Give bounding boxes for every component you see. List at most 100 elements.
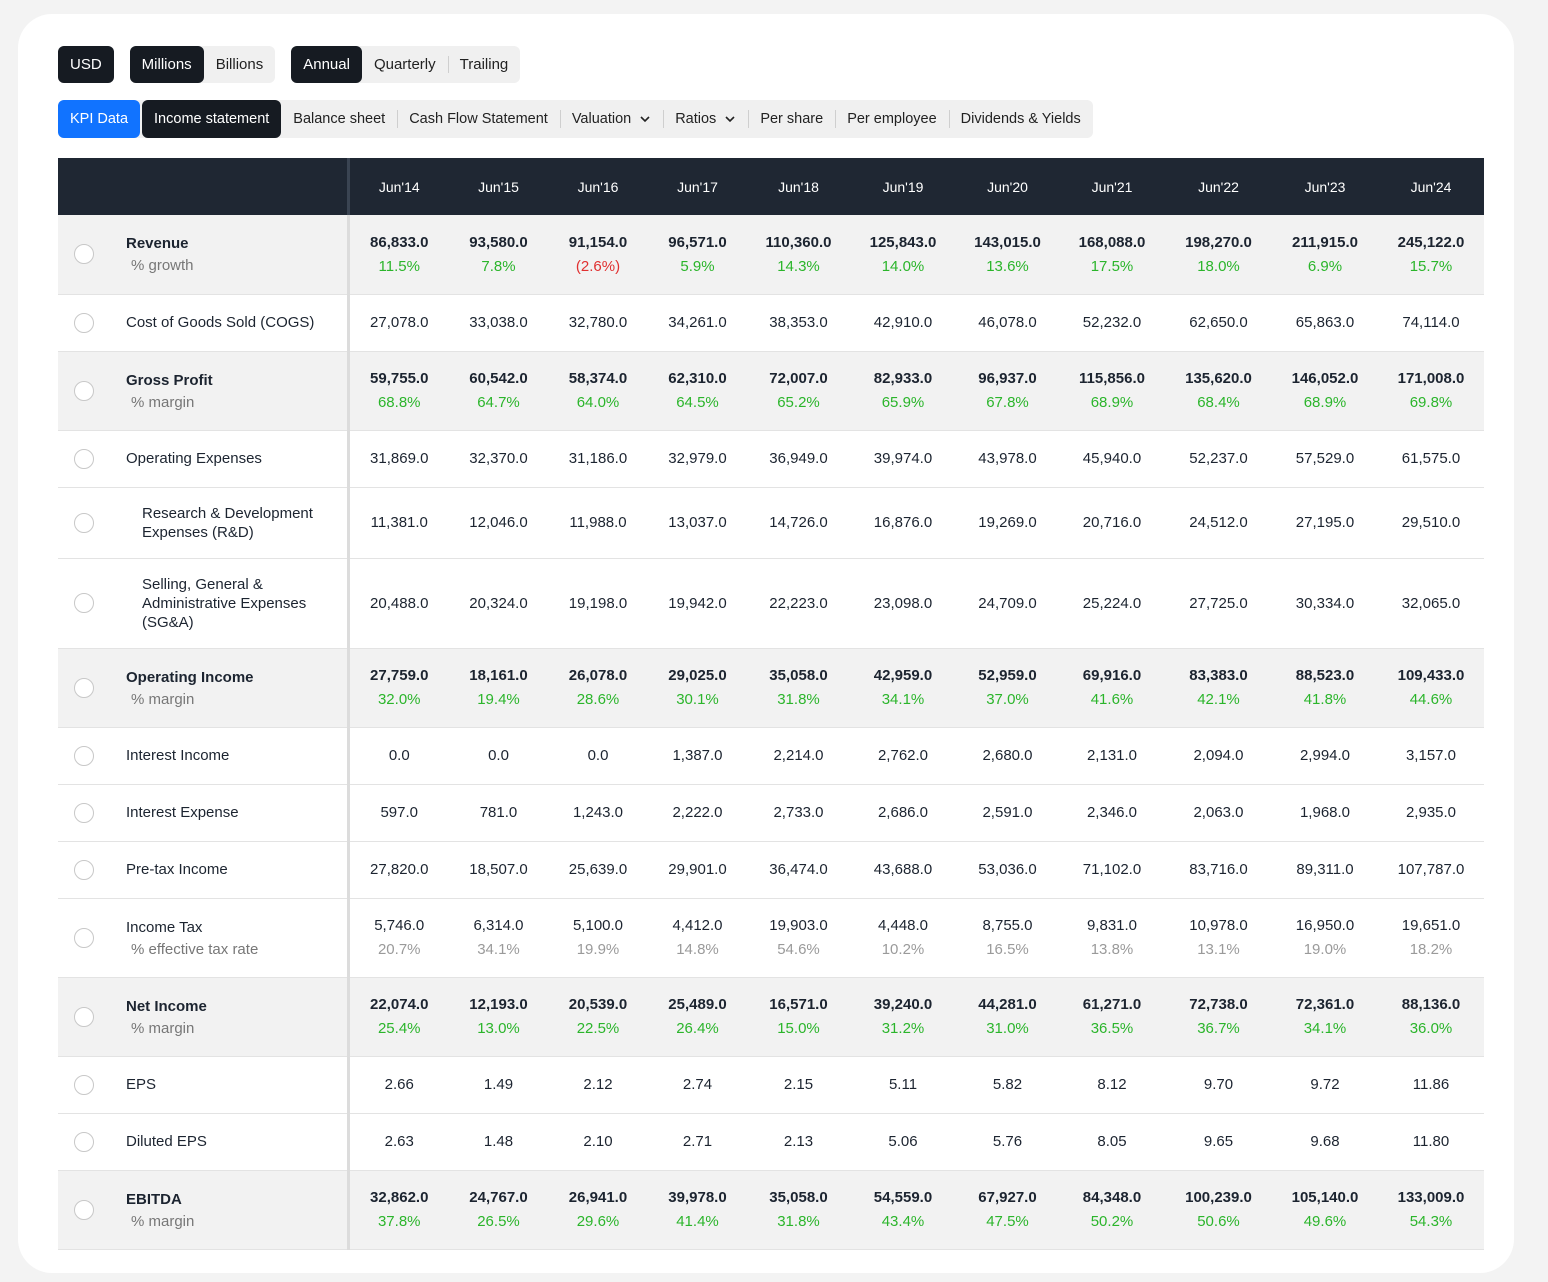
cell-value: 61,575.0 xyxy=(1401,450,1461,467)
tab-cash-flow-statement[interactable]: Cash Flow Statement xyxy=(397,100,560,138)
row-label-cell: Interest Expense xyxy=(58,784,350,842)
row-select-checkbox[interactable] xyxy=(74,1131,94,1152)
value-cell: 96,937.0 67.8% xyxy=(956,351,1059,431)
value-cell: 168,088.0 17.5% xyxy=(1059,215,1165,295)
row-select-checkbox[interactable] xyxy=(74,927,94,948)
cell-value: 24,709.0 xyxy=(978,594,1037,612)
value-cell: 198,270.0 18.0% xyxy=(1165,215,1272,295)
cell-value: 67,927.0 xyxy=(978,1189,1037,1206)
cell-value: 2.12 xyxy=(583,1076,613,1093)
units-billions-button[interactable]: Billions xyxy=(215,56,264,73)
row-select-checkbox[interactable] xyxy=(74,677,94,698)
row-label-cell: Selling, General & Administrative Expens… xyxy=(58,558,350,649)
units-millions-button[interactable]: Millions xyxy=(129,46,204,83)
cell-value: 9.68 xyxy=(1310,1133,1340,1150)
table-body: Revenue % growth 86,833.0 11.5% 93,580.0 7.8%… xyxy=(58,215,1484,1250)
tab-per-employee[interactable]: Per employee xyxy=(835,100,948,138)
cell-value: 3,157.0 xyxy=(1405,747,1457,764)
value-cell: 67,927.0 47.5% xyxy=(956,1170,1059,1250)
cell-value: 143,015.0 xyxy=(974,233,1041,251)
row-select-checkbox[interactable] xyxy=(74,1074,94,1095)
cell-percent: 16.5% xyxy=(986,941,1029,958)
value-cell: 2.66 xyxy=(348,1056,449,1114)
row-select-checkbox[interactable] xyxy=(74,802,94,823)
value-cell: 2,762.0 xyxy=(850,727,956,785)
cell-value: 12,046.0 xyxy=(469,514,528,531)
cell-value: 72,361.0 xyxy=(1295,996,1355,1013)
cell-percent: 64.0% xyxy=(576,394,620,411)
tab-kpi-data[interactable]: KPI Data xyxy=(58,100,141,138)
cell-value: 35,058.0 xyxy=(769,667,828,684)
value-cell: 5,746.0 20.7% xyxy=(348,898,449,978)
cell-value: 1,968.0 xyxy=(1299,804,1351,821)
value-cell: 19,903.0 54.6% xyxy=(747,898,850,978)
row-select-checkbox[interactable] xyxy=(74,448,94,469)
tab-per-share[interactable]: Per share xyxy=(748,100,835,138)
value-cell: 5.11 xyxy=(850,1056,956,1114)
cell-percent: 31.8% xyxy=(777,1213,820,1230)
value-cell: 107,787.0 xyxy=(1378,841,1484,899)
cell-value: 19,269.0 xyxy=(978,514,1037,531)
row-select-checkbox[interactable] xyxy=(74,380,94,401)
cell-percent: 65.9% xyxy=(881,394,925,411)
cell-value: 36,474.0 xyxy=(769,861,828,878)
cell-percent: 26.4% xyxy=(676,1020,719,1037)
row-select-checkbox[interactable] xyxy=(74,1006,94,1027)
cell-percent: 29.6% xyxy=(576,1213,620,1230)
row-select-checkbox[interactable] xyxy=(74,312,94,333)
tab-dividends-yields[interactable]: Dividends & Yields xyxy=(948,100,1093,138)
value-cell: 61,271.0 36.5% xyxy=(1059,977,1165,1057)
value-cell: 19,651.0 18.2% xyxy=(1378,898,1484,978)
cell-value: 25,489.0 xyxy=(668,996,727,1013)
cell-value: 146,052.0 xyxy=(1291,370,1359,387)
period-quarterly-button[interactable]: Quarterly xyxy=(373,56,436,73)
cell-percent: 11.5% xyxy=(378,257,420,275)
value-cell: 36,474.0 xyxy=(747,841,850,899)
row-label: Selling, General & Administrative Expens… xyxy=(142,575,307,631)
value-cell: 2,994.0 xyxy=(1272,727,1378,785)
cell-percent: 43.4% xyxy=(881,1213,925,1230)
cell-value: 29,510.0 xyxy=(1401,514,1461,531)
period-annual-button[interactable]: Annual xyxy=(291,46,362,83)
row-select-checkbox[interactable] xyxy=(74,1199,94,1220)
tab-valuation[interactable]: Valuation xyxy=(559,100,663,138)
value-cell: 2.10 xyxy=(548,1113,648,1171)
value-cell: 8.05 xyxy=(1059,1113,1165,1171)
tab-income-statement[interactable]: Income statement xyxy=(142,100,282,138)
cell-value: 24,512.0 xyxy=(1189,514,1248,531)
cell-value: 89,311.0 xyxy=(1296,861,1354,878)
cell-percent: 6.9% xyxy=(1307,257,1343,275)
row-label-cell: Gross Profit % margin xyxy=(58,351,350,431)
tab-ratios[interactable]: Ratios xyxy=(663,100,748,138)
cell-value: 125,843.0 xyxy=(869,233,937,251)
value-cell: 1.48 xyxy=(449,1113,548,1171)
row-select-checkbox[interactable] xyxy=(74,244,94,265)
value-cell: 12,193.0 13.0% xyxy=(449,977,548,1057)
row-select-checkbox[interactable] xyxy=(74,745,94,766)
row-select-checkbox[interactable] xyxy=(74,593,94,613)
row-select-checkbox[interactable] xyxy=(74,859,94,880)
value-cell: 43,688.0 xyxy=(850,841,956,899)
value-cell: 42,959.0 34.1% xyxy=(850,648,956,728)
value-cell: 46,078.0 xyxy=(956,294,1059,352)
cell-percent: 14.8% xyxy=(676,941,719,958)
cell-value: 9.70 xyxy=(1203,1076,1234,1093)
period-trailing-button[interactable]: Trailing xyxy=(447,46,521,83)
cell-value: 31,186.0 xyxy=(568,450,628,467)
row-select-checkbox[interactable] xyxy=(74,512,94,533)
cell-value: 62,650.0 xyxy=(1189,314,1248,331)
value-cell: 597.0 xyxy=(348,784,449,842)
value-cell: 39,974.0 xyxy=(850,430,956,488)
cell-value: 83,383.0 xyxy=(1189,667,1248,684)
value-cell: 9.65 xyxy=(1165,1113,1272,1171)
value-cell: 29,025.0 30.1% xyxy=(648,648,747,728)
cell-value: 38,353.0 xyxy=(769,314,828,331)
value-cell: 133,009.0 54.3% xyxy=(1378,1170,1484,1250)
cell-value: 5.06 xyxy=(888,1133,918,1150)
tab-balance-sheet[interactable]: Balance sheet xyxy=(293,111,386,127)
cell-value: 2,733.0 xyxy=(773,804,824,821)
cell-value: 0.0 xyxy=(388,747,410,764)
value-cell: 20,539.0 22.5% xyxy=(548,977,648,1057)
currency-usd-button[interactable]: USD xyxy=(58,46,114,83)
value-cell: 53,036.0 xyxy=(956,841,1059,899)
